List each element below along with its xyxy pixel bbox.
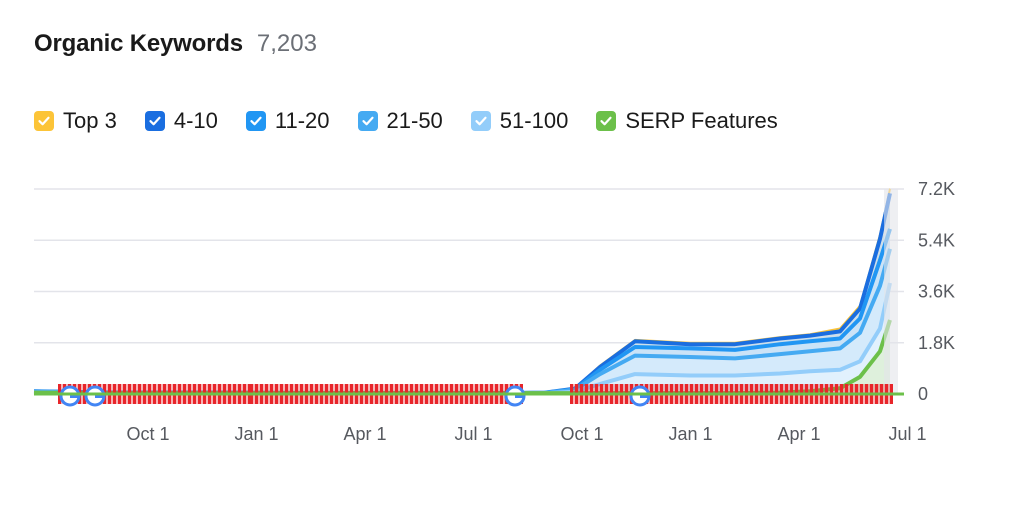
checkbox-checked-icon[interactable] bbox=[144, 111, 165, 131]
x-tick-label: Apr 1 bbox=[777, 424, 820, 444]
legend-label: SERP Features bbox=[625, 108, 778, 133]
x-tick-label: Oct 1 bbox=[560, 424, 603, 444]
x-tick-label: Jan 1 bbox=[668, 424, 712, 444]
legend-item-serp-features[interactable]: SERP Features bbox=[596, 108, 778, 134]
checkbox-checked-icon[interactable] bbox=[34, 111, 54, 131]
y-tick-label: 1.8K bbox=[918, 333, 955, 353]
y-tick-label: 3.6K bbox=[918, 282, 955, 302]
legend-item-21-50[interactable]: 21-50 bbox=[357, 108, 443, 134]
legend-label: 51-100 bbox=[499, 108, 569, 133]
legend-label: 21-50 bbox=[386, 108, 443, 133]
x-tick-label: Jan 1 bbox=[234, 424, 278, 444]
google-icon-bar bbox=[640, 394, 649, 398]
checkbox-checked-icon[interactable] bbox=[596, 111, 617, 131]
legend-item-4-10[interactable]: 4-10 bbox=[144, 108, 218, 134]
y-tick-label: 7.2K bbox=[918, 179, 955, 199]
series-area-3 bbox=[34, 248, 890, 394]
x-tick-label: Jul 1 bbox=[888, 424, 926, 444]
series-area-4 bbox=[34, 283, 890, 394]
checkbox-checked-icon[interactable] bbox=[245, 111, 266, 131]
series-area-2 bbox=[34, 228, 890, 394]
legend: Top 3 4-10 11-20 21-50 51-100 SERP Featu… bbox=[34, 108, 806, 134]
google-icon-bar bbox=[95, 394, 104, 398]
x-tick-label: Jul 1 bbox=[454, 424, 492, 444]
x-tick-label: Oct 1 bbox=[126, 424, 169, 444]
legend-item-11-20[interactable]: 11-20 bbox=[245, 108, 330, 134]
hover-band bbox=[884, 189, 898, 394]
y-tick-label: 5.4K bbox=[918, 230, 955, 250]
legend-item-top3[interactable]: Top 3 bbox=[34, 108, 117, 134]
checkbox-checked-icon[interactable] bbox=[357, 111, 378, 131]
checkbox-checked-icon[interactable] bbox=[470, 111, 491, 131]
chart-header: Organic Keywords 7,203 bbox=[34, 30, 317, 58]
google-icon-bar bbox=[515, 394, 524, 398]
chart-title: Organic Keywords bbox=[34, 30, 243, 57]
legend-label: 11-20 bbox=[274, 108, 330, 133]
keyword-count: 7,203 bbox=[256, 30, 317, 57]
legend-item-51-100[interactable]: 51-100 bbox=[470, 108, 569, 134]
legend-label: 4-10 bbox=[173, 108, 218, 133]
legend-label: Top 3 bbox=[63, 108, 117, 133]
google-icon-bar bbox=[70, 394, 79, 398]
y-tick-label: 0 bbox=[918, 384, 928, 404]
x-tick-label: Apr 1 bbox=[343, 424, 386, 444]
